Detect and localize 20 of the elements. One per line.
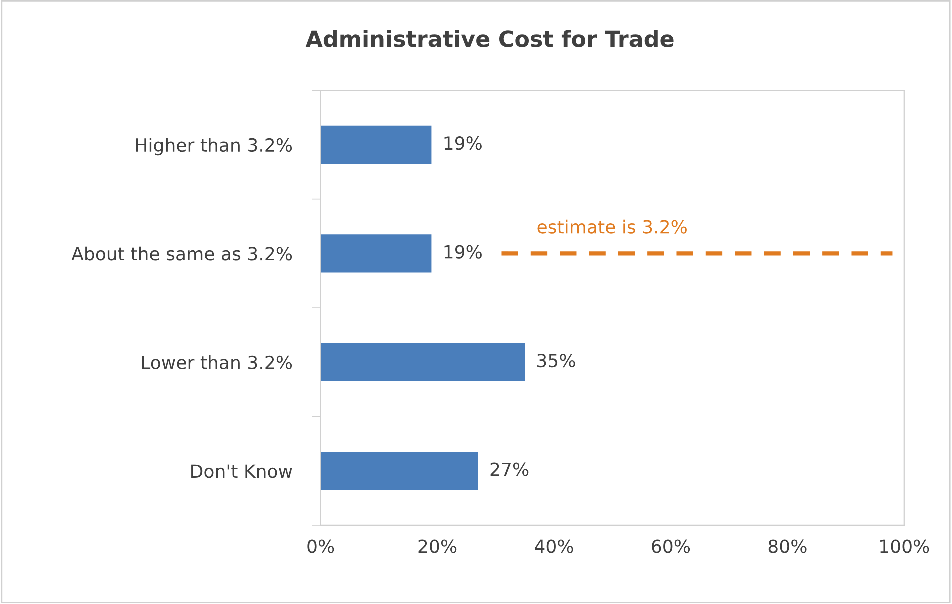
bar — [320, 234, 432, 273]
data-label: 35% — [538, 354, 576, 368]
data-label: 27% — [490, 462, 529, 476]
chart-title: Administrative Cost for Trade — [306, 30, 674, 48]
y-tick-label: About the same as 3.2% — [72, 246, 292, 261]
ref-line-label: estimate is 3.2% — [538, 220, 687, 234]
bar — [320, 343, 526, 382]
x-tick-label: 40% — [535, 540, 574, 554]
x-tick-label: 80% — [768, 540, 807, 554]
x-tick-label: 20% — [418, 540, 457, 554]
y-tick-label: Higher than 3.2% — [136, 138, 292, 156]
y-tick-label: Lower than 3.2% — [142, 356, 292, 370]
bar — [320, 452, 478, 490]
data-label: 19% — [444, 136, 482, 150]
bar — [320, 126, 432, 164]
x-tick-label: 0% — [308, 540, 334, 554]
x-tick-label: 100% — [880, 540, 930, 554]
data-label: 19% — [444, 245, 482, 259]
y-tick-label: Don't Know — [192, 464, 292, 478]
x-tick-label: 60% — [652, 540, 690, 554]
